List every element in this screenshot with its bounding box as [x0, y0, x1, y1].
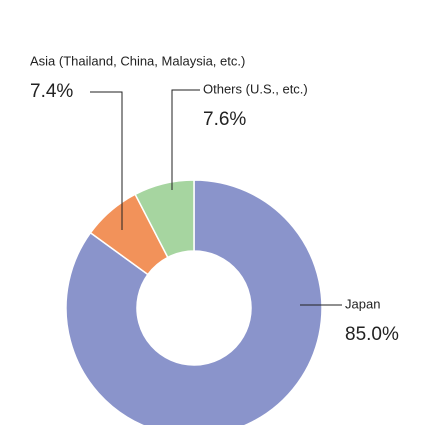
slice [134, 179, 195, 259]
category-label: Asia (Thailand, China, Malaysia, etc.) [30, 53, 245, 68]
labels: Japan 85.0% Asia (Thailand, China, Malaysi… [30, 53, 399, 345]
value-label: 7.6% [203, 109, 246, 130]
leader-line [171, 89, 200, 190]
value-label: 85.0% [345, 324, 399, 345]
slice [65, 179, 323, 425]
category-label: Others (U.S., etc.) [203, 81, 308, 96]
category-label: Japan [345, 296, 380, 311]
leader-line [90, 91, 123, 230]
slices [65, 179, 323, 425]
value-label: 7.4% [30, 81, 73, 102]
